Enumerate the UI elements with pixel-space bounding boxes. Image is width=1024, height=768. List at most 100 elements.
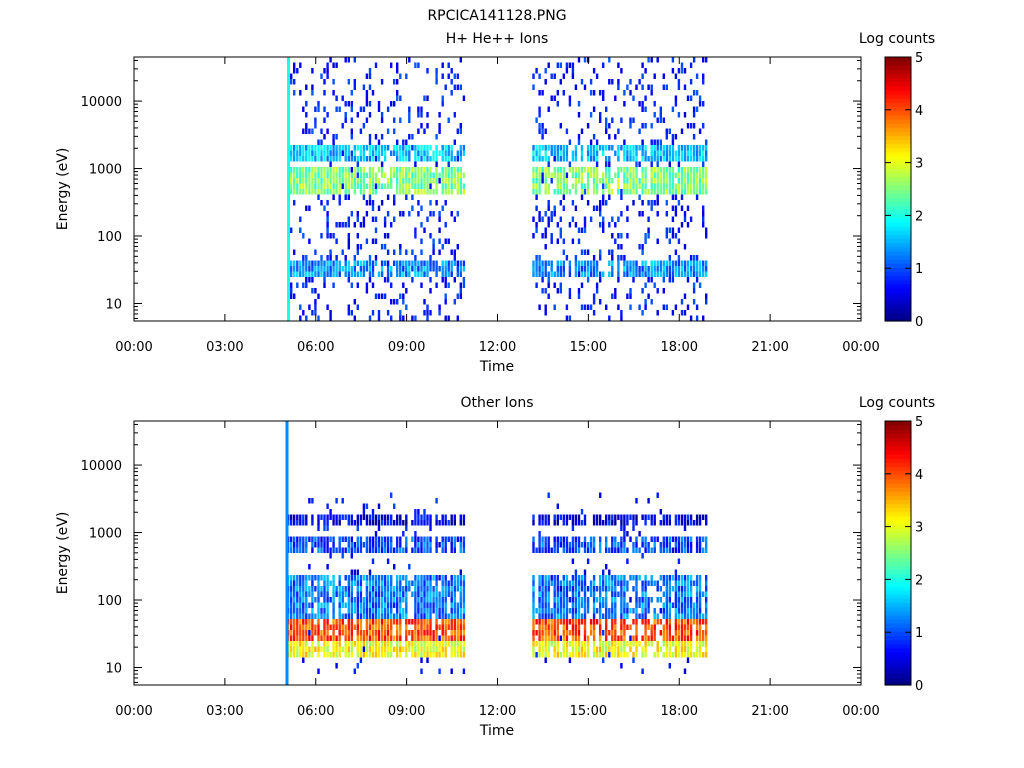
heatmap-cell [368,624,372,630]
heatmap-cell [580,150,584,156]
heatmap-cell [702,172,705,178]
heatmap-cell [414,575,417,581]
heatmap-cell [629,178,632,184]
heatmap-cell [396,580,399,586]
heatmap-cell [562,514,565,520]
heatmap-cell [353,189,356,195]
heatmap-cell [359,602,363,608]
heatmap-cell [326,62,329,68]
heatmap-cell [698,128,702,134]
heatmap-cell [680,271,684,277]
heatmap-cell [350,646,353,652]
heatmap-cell [577,271,581,277]
heatmap-cell [674,608,678,614]
heatmap-cell [580,79,584,85]
heatmap-cell [602,520,605,526]
heatmap-cell [462,575,466,581]
heatmap-cell [383,156,387,162]
heatmap-cell [453,646,456,652]
heatmap-cell [296,536,299,542]
heatmap-cell [359,657,363,663]
heatmap-cell [341,249,344,255]
heatmap-cell [641,542,644,548]
heatmap-cell [602,630,605,636]
heatmap-cell [565,580,569,586]
heatmap-cell [396,260,399,266]
heatmap-cell [592,602,596,608]
heatmap-cell [293,586,296,592]
heatmap-cell [686,145,690,151]
heatmap-cell [668,641,671,647]
heatmap-cell [335,178,338,184]
heatmap-cell [371,580,375,586]
colorbar-frame [884,56,912,322]
colorbar-swatch [885,433,911,439]
heatmap-cell [456,536,459,542]
heatmap-cell [668,624,671,630]
heatmap-cell [626,293,629,299]
heatmap-cell [374,150,378,156]
heatmap-cell [583,641,587,647]
heatmap-cell [332,646,335,652]
heatmap-cell [538,591,541,597]
heatmap-cell [611,536,614,542]
heatmap-cell [547,580,550,586]
heatmap-cell [344,602,347,608]
heatmap-cell [532,520,535,526]
heatmap-cell [541,580,544,586]
heatmap-cell [299,304,302,310]
heatmap-cell [365,613,369,619]
heatmap-cell [592,575,596,581]
heatmap-cell [547,536,550,542]
heatmap-cell [568,630,572,636]
heatmap-cell [408,183,411,189]
heatmap-cell [356,112,359,118]
heatmap-cell [611,630,614,636]
heatmap-cell [390,315,393,321]
heatmap-cell [677,624,681,630]
heatmap-cell [617,635,620,641]
heatmap-cell [417,260,420,266]
heatmap-cell [374,134,378,140]
heatmap-cell [662,172,665,178]
heatmap-cell [626,266,629,272]
colorbar-swatch [885,540,911,546]
heatmap-cell [668,128,671,134]
heatmap-cell [417,652,420,658]
heatmap-cell [705,586,708,592]
heatmap-cell [365,200,369,206]
heatmap-cell [320,536,323,542]
heatmap-cell [638,101,641,107]
heatmap-cell [390,520,393,526]
heatmap-cell [311,602,314,608]
heatmap-cell [629,624,632,630]
heatmap-cell [374,62,378,68]
heatmap-cell [556,238,559,244]
heatmap-cell [302,106,305,112]
heatmap-cell [538,575,541,581]
heatmap-cell [553,602,556,608]
heatmap-cell [695,189,699,195]
heatmap-cell [677,112,681,118]
heatmap-cell [680,619,684,625]
heatmap-cell [653,536,656,542]
heatmap-cell [447,641,450,647]
heatmap-cell [702,57,705,63]
heatmap-cell [417,271,420,277]
heatmap-cell [583,536,587,542]
heatmap-cell [353,668,356,674]
heatmap-cell [689,630,693,636]
heatmap-cell [308,167,311,173]
heatmap-cell [347,635,350,641]
heatmap-cell [565,547,569,553]
heatmap-cell [296,514,299,520]
heatmap-cell [341,591,344,597]
x-tick-label: 12:00 [479,340,516,355]
heatmap-cell [417,619,420,625]
heatmap-cell [577,591,581,597]
heatmap-cell [423,652,426,658]
heatmap-cell [429,310,432,316]
heatmap-cell [353,150,356,156]
heatmap-cell [538,112,541,118]
